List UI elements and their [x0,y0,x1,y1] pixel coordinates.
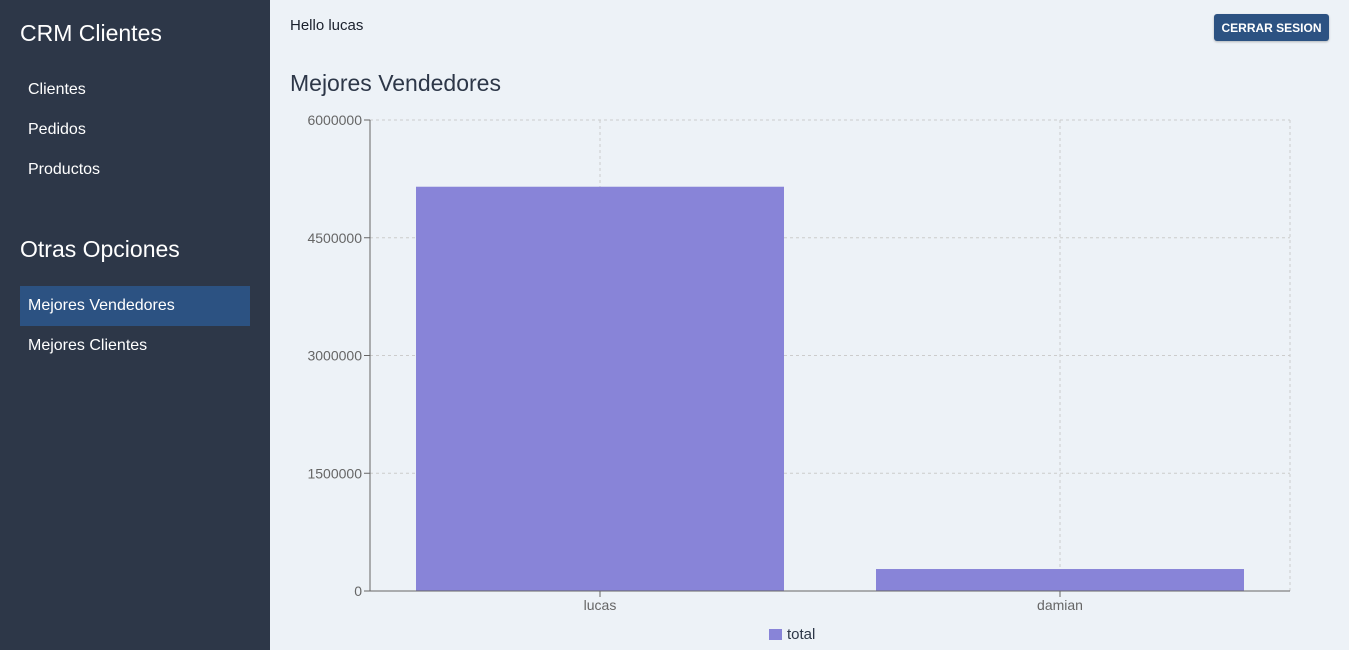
y-tick-label: 1500000 [307,465,362,481]
y-tick-label: 0 [354,583,362,599]
x-tick-label-damian: damian [1037,597,1083,613]
sidebar-item-mejores-vendedores[interactable]: Mejores Vendedores [20,286,250,326]
bar-lucas [416,186,784,591]
section-title-otras-opciones: Otras Opciones [20,236,180,262]
chart-legend: total [769,624,815,644]
sidebar: CRM Clientes Clientes Pedidos Productos … [0,0,270,650]
page-title: Mejores Vendedores [290,70,501,96]
legend-swatch [769,628,782,640]
sidebar-item-productos[interactable]: Productos [28,161,101,178]
legend-label: total [787,625,816,643]
sidebar-item-mejores-clientes[interactable]: Mejores Clientes [28,337,148,354]
app-title: CRM Clientes [20,20,162,46]
sidebar-item-clientes[interactable]: Clientes [28,81,86,98]
y-tick-label: 4500000 [307,230,362,246]
greeting-text: Hello lucas [290,17,364,34]
bar-damian [876,569,1244,591]
y-tick-label: 3000000 [307,348,362,364]
logout-button[interactable]: CERRAR SESION [1214,14,1329,41]
bar-chart: 0 1500000 3000000 4500000 6000000 lucas damian [307,112,1291,613]
sidebar-item-pedidos[interactable]: Pedidos [28,121,86,138]
x-tick-label-lucas: lucas [584,597,617,613]
y-tick-label: 6000000 [307,112,362,128]
